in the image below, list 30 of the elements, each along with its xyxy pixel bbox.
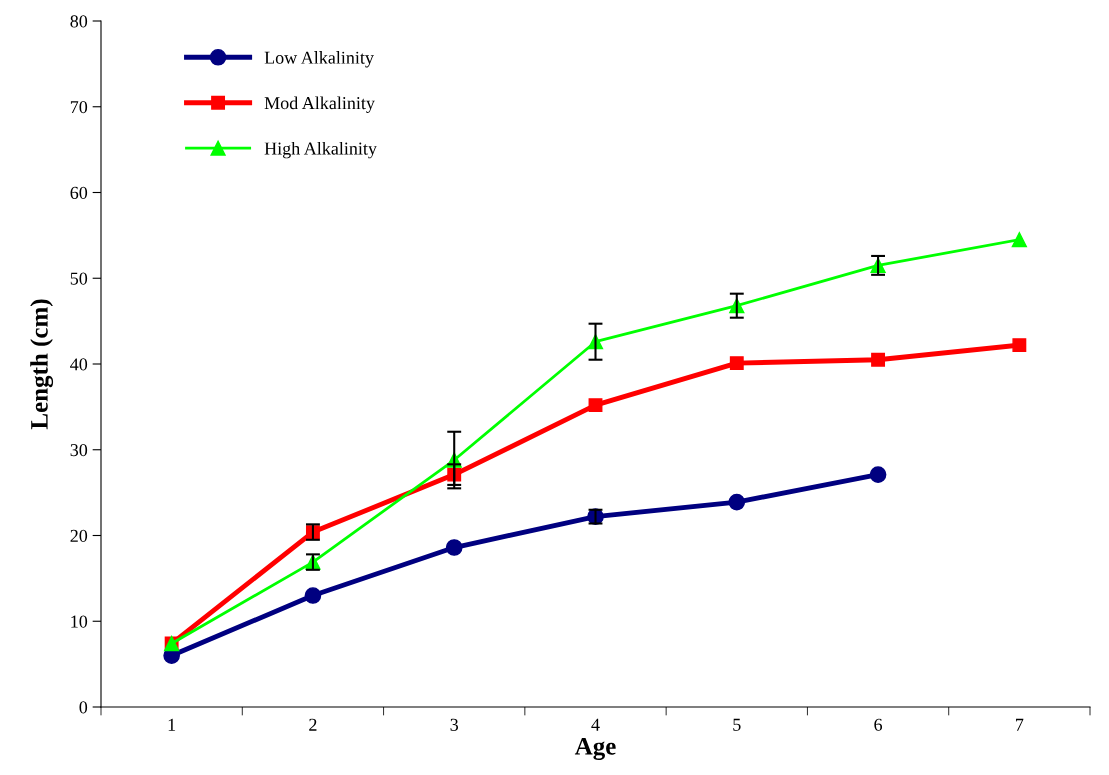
point (869, 466, 887, 483)
point (871, 352, 886, 367)
y-tick-label: 30 (70, 444, 88, 457)
x-tick-label: 2 (309, 718, 317, 731)
x-tick-label: 4 (591, 718, 600, 731)
legend-label: Low Alkalinity (264, 51, 374, 68)
y-tick-label: 0 (79, 701, 88, 714)
legend-label: Mod Alkalinity (264, 96, 375, 113)
x-tick-label: 7 (1016, 718, 1024, 731)
y-tick-label: 80 (70, 15, 88, 28)
y-tick-label: 70 (70, 101, 88, 114)
x-tick-label: 5 (733, 718, 741, 731)
point (588, 398, 603, 413)
point (445, 539, 463, 556)
y-tick-label: 40 (70, 358, 88, 371)
legend-label: High Alkalinity (264, 141, 377, 159)
point (728, 493, 746, 511)
point (1012, 338, 1027, 353)
x-tick-label: 3 (450, 718, 459, 731)
point (304, 587, 322, 604)
y-tick-label: 10 (71, 615, 88, 628)
y-tick-label: 60 (70, 186, 88, 199)
y-tick-label: 50 (70, 272, 88, 285)
point (1011, 232, 1027, 248)
point (729, 356, 744, 371)
y-tick-label: 20 (70, 529, 88, 542)
x-tick-label: 1 (168, 718, 176, 731)
x-axis-title: Age (574, 737, 616, 760)
y-axis-title: Length (cm) (30, 299, 54, 430)
x-tick-label: 6 (874, 718, 883, 731)
